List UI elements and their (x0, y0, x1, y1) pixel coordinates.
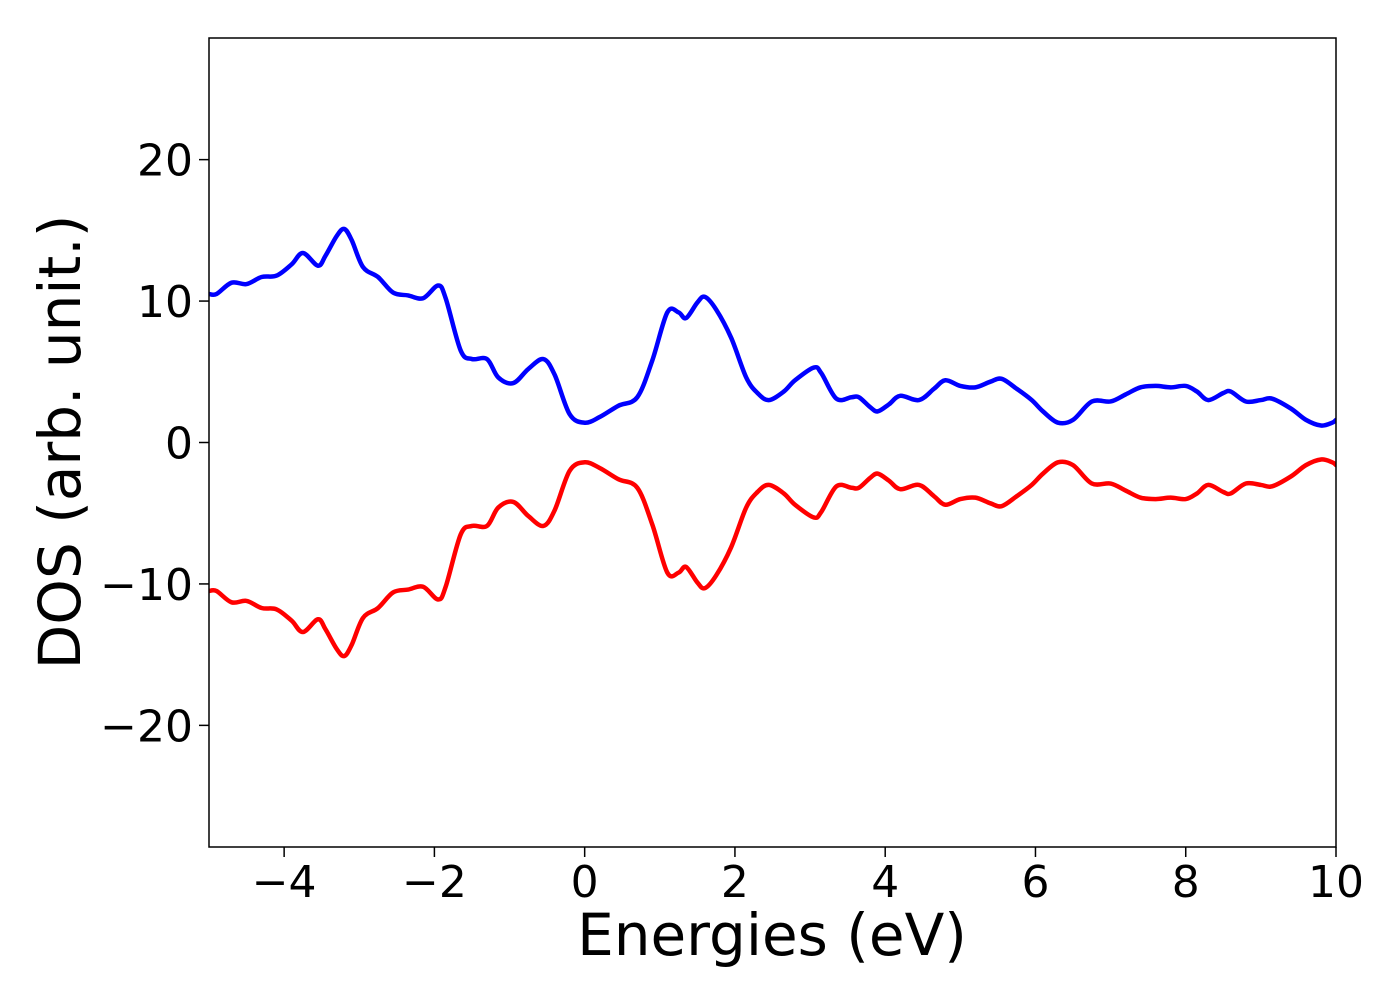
y-tick-label: −10 (100, 560, 193, 611)
x-tick-label: 6 (1021, 857, 1049, 908)
x-tick-label: 10 (1308, 857, 1364, 908)
y-tick-label: 20 (137, 136, 193, 187)
y-tick-label: −20 (100, 701, 193, 752)
x-tick-label: 2 (721, 857, 749, 908)
y-tick-label: 0 (165, 419, 193, 470)
x-axis-ticks: −4 −2 0 2 4 6 8 10 (252, 847, 1364, 908)
y-tick-label: 10 (137, 277, 193, 328)
y-axis-ticks: −20 −10 0 10 20 (100, 136, 209, 752)
series-line-2 (209, 457, 1336, 659)
y-axis-label: DOS (arb. unit.) (26, 215, 94, 670)
x-axis-label: Energies (eV) (577, 901, 967, 969)
series-layer (209, 226, 1336, 659)
x-tick-label: 4 (871, 857, 899, 908)
x-tick-label: −4 (252, 857, 317, 908)
x-tick-label: 8 (1172, 857, 1200, 908)
series-line-1 (209, 226, 1336, 428)
x-tick-label: 0 (571, 857, 599, 908)
x-tick-label: −2 (402, 857, 467, 908)
